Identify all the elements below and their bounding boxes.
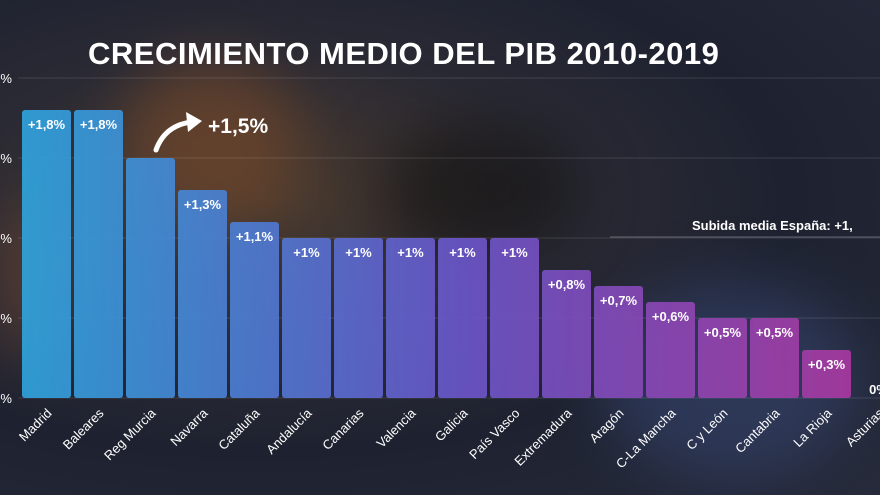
- data-label: +1%: [345, 245, 372, 260]
- x-tick-label: Baleares: [60, 405, 107, 452]
- bar: [22, 110, 71, 398]
- curved-arrow-icon: [153, 119, 195, 153]
- bar: [594, 286, 643, 398]
- bar: [698, 318, 747, 398]
- x-tick-label: Galicia: [432, 405, 471, 444]
- y-tick-label: 2%: [0, 71, 12, 86]
- bar: [282, 238, 331, 398]
- data-label: +1,8%: [28, 117, 66, 132]
- x-tick-label: Reg Murcia: [101, 405, 159, 463]
- x-tick-label: Navarra: [167, 405, 211, 449]
- data-label: +0,5%: [704, 325, 742, 340]
- bar: [542, 270, 591, 398]
- bar: [74, 110, 123, 398]
- data-label: 0%: [869, 382, 880, 397]
- data-label: +0,7%: [600, 293, 638, 308]
- x-tick-label: C y León: [683, 406, 730, 453]
- x-tick-label: La Rioja: [790, 405, 835, 450]
- y-tick-label: 0,5%: [0, 311, 12, 326]
- y-tick-label: 1,5%: [0, 151, 12, 166]
- bar: [334, 238, 383, 398]
- data-label: +0,5%: [756, 325, 794, 340]
- bar: [178, 190, 227, 398]
- data-label: +0,6%: [652, 309, 690, 324]
- data-label: +0,8%: [548, 277, 586, 292]
- bar: [750, 318, 799, 398]
- x-tick-label: Canarias: [319, 405, 367, 453]
- data-label: +1,8%: [80, 117, 118, 132]
- data-label: +0,3%: [808, 357, 846, 372]
- x-tick-label: País Vasco: [466, 406, 522, 462]
- y-tick-label: 1%: [0, 231, 12, 246]
- data-label: +1%: [397, 245, 424, 260]
- data-label: +1,3%: [184, 197, 222, 212]
- data-label: +1%: [293, 245, 320, 260]
- chart-title: CRECIMIENTO MEDIO DEL PIB 2010-2019: [88, 36, 720, 71]
- x-tick-label: Madrid: [16, 406, 55, 445]
- average-annotation: Subida media España: +1,: [692, 218, 853, 233]
- bar: [490, 238, 539, 398]
- bar: [126, 158, 175, 398]
- x-tick-label: Cataluña: [215, 405, 263, 453]
- x-tick-label: Andalucía: [263, 405, 315, 457]
- x-tick-label: Asturias: [843, 405, 880, 449]
- bar: [230, 222, 279, 398]
- data-label: +1%: [501, 245, 528, 260]
- x-tick-label: Aragón: [586, 406, 626, 446]
- y-tick-label: 0%: [0, 391, 12, 406]
- bar: [646, 302, 695, 398]
- data-label: +1,1%: [236, 229, 274, 244]
- bar: [802, 350, 851, 398]
- x-tick-label: Cantabria: [732, 405, 783, 456]
- arrow-head-icon: [186, 112, 202, 132]
- bar: [438, 238, 487, 398]
- bar: [386, 238, 435, 398]
- x-tick-label: Valencia: [373, 405, 419, 451]
- highlight-label: +1,5%: [208, 115, 268, 138]
- data-label: +1%: [449, 245, 476, 260]
